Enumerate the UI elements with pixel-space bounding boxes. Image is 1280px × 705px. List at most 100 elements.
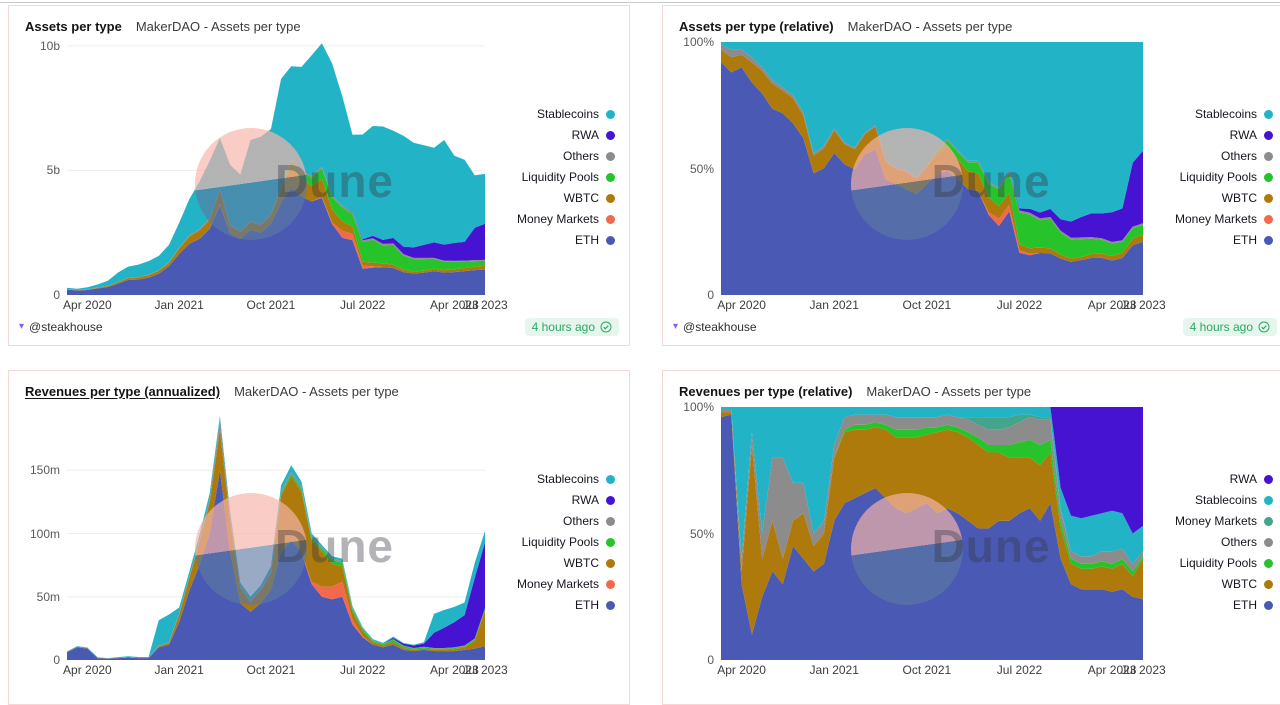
- x-axis-label: Apr 2023: [430, 663, 479, 677]
- legend-item-rwa[interactable]: RWA: [572, 129, 615, 141]
- area-series-wbtc: [721, 412, 1143, 635]
- chevron-down-icon[interactable]: ▾: [19, 321, 25, 332]
- legend-color-dot: [606, 537, 615, 547]
- legend-item-money-markets[interactable]: Money Markets: [517, 578, 615, 590]
- area-series-eth: [67, 187, 485, 295]
- legend-item-money-markets[interactable]: Money Markets: [1175, 213, 1273, 225]
- author-link[interactable]: @steakhouse: [683, 320, 757, 334]
- legend-color-dot: [1264, 516, 1273, 526]
- legend-item-others[interactable]: Others: [1221, 536, 1273, 548]
- legend-item-wbtc[interactable]: WBTC: [564, 192, 615, 204]
- legend-label: ETH: [1233, 598, 1257, 612]
- legend-item-others[interactable]: Others: [563, 515, 615, 527]
- legend-item-eth[interactable]: ETH: [575, 234, 615, 246]
- legend-color-dot: [606, 109, 615, 119]
- legend-color-dot: [1264, 193, 1273, 203]
- chart-plot-area[interactable]: Dune 0 5b 10b: [40, 39, 485, 302]
- legend-item-stablecoins[interactable]: Stablecoins: [537, 473, 615, 485]
- legend-label: Liquidity Pools: [1179, 170, 1257, 184]
- y-axis-label: 10b: [39, 38, 60, 53]
- legend-item-liquidity-pools[interactable]: Liquidity Pools: [522, 536, 615, 548]
- x-axis-label: Oct 2021: [902, 663, 952, 677]
- y-axis-label: 50%: [689, 161, 714, 176]
- area-series-rwa: [721, 407, 1143, 534]
- legend-item-money-markets[interactable]: Money Markets: [517, 213, 615, 225]
- legend-item-eth[interactable]: ETH: [1233, 599, 1273, 611]
- legend-item-eth[interactable]: ETH: [575, 599, 615, 611]
- legend-item-rwa[interactable]: RWA: [1230, 129, 1273, 141]
- y-axis-label: 0: [53, 288, 60, 302]
- legend-color-dot: [1264, 109, 1273, 119]
- legend-item-others[interactable]: Others: [1221, 150, 1273, 162]
- legend-color-dot: [606, 214, 615, 224]
- refresh-badge[interactable]: 4 hours ago: [524, 318, 619, 336]
- legend-label: RWA: [571, 128, 599, 142]
- revenues-per-type-relative-card: Revenues per type (relative) MakerDAO - …: [662, 370, 1280, 705]
- chart-title[interactable]: Assets per type: [25, 19, 122, 34]
- card-header: Revenues per type (annualized) MakerDAO …: [9, 371, 629, 399]
- chart-plot-area[interactable]: Dune 0 50% 100%: [683, 35, 1143, 302]
- legend-color-dot: [1264, 474, 1273, 484]
- legend-color-dot: [1264, 235, 1273, 245]
- legend-item-rwa[interactable]: RWA: [572, 494, 615, 506]
- legend-color-dot: [606, 151, 615, 161]
- area-series-eth: [721, 62, 1143, 295]
- y-axis-label: 0: [53, 653, 60, 667]
- legend-label: Others: [1220, 149, 1257, 163]
- legend-item-liquidity-pools[interactable]: Liquidity Pools: [1180, 557, 1273, 569]
- area-series-liquidity-pools: [721, 412, 1143, 577]
- legend-item-wbtc[interactable]: WBTC: [1222, 192, 1273, 204]
- legend-item-others[interactable]: Others: [563, 150, 615, 162]
- check-circle-icon: [1258, 321, 1270, 333]
- legend-color-dot: [606, 172, 615, 182]
- stacked-area-plot[interactable]: [67, 42, 485, 295]
- legend-item-money-markets[interactable]: Money Markets: [1175, 515, 1273, 527]
- legend-item-stablecoins[interactable]: Stablecoins: [537, 108, 615, 120]
- area-series-liquidity-pools: [67, 160, 485, 291]
- assets-per-type-card: Assets per type MakerDAO - Assets per ty…: [8, 5, 630, 346]
- chart-plot-area[interactable]: Dune 0 50% 100%: [683, 400, 1143, 667]
- stacked-area-plot[interactable]: [67, 407, 485, 660]
- revenues-per-type-annualized-card: Revenues per type (annualized) MakerDAO …: [8, 370, 630, 705]
- chart-subtitle: MakerDAO - Assets per type: [234, 384, 399, 399]
- legend-color-dot: [606, 495, 615, 505]
- area-series-others: [721, 409, 1143, 572]
- area-series-wbtc: [67, 165, 485, 291]
- y-axis-label: 5b: [46, 163, 60, 178]
- legend-label: Liquidity Pools: [1179, 556, 1257, 570]
- legend-color-dot: [1264, 558, 1273, 568]
- stacked-area-plot[interactable]: [721, 42, 1143, 295]
- author-link[interactable]: @steakhouse: [29, 320, 103, 334]
- chart-title[interactable]: Assets per type (relative): [679, 19, 834, 34]
- x-axis-label: Jul 2023: [462, 663, 508, 677]
- x-axis-label: Jul 2022: [339, 663, 386, 677]
- legend-label: ETH: [1233, 233, 1257, 247]
- legend-item-wbtc[interactable]: WBTC: [1222, 578, 1273, 590]
- x-axis-label: Apr 2023: [1087, 663, 1137, 677]
- legend-label: Stablecoins: [536, 107, 599, 121]
- legend-label: WBTC: [563, 191, 599, 205]
- chart-title[interactable]: Revenues per type (annualized): [25, 384, 221, 399]
- x-axis-label: Apr 2020: [63, 298, 112, 312]
- chart-subtitle: MakerDAO - Assets per type: [135, 19, 301, 34]
- legend-item-stablecoins[interactable]: Stablecoins: [1195, 494, 1273, 506]
- x-axis-label: Apr 2023: [430, 298, 479, 312]
- chart-title[interactable]: Revenues per type (relative): [679, 384, 853, 399]
- legend-item-stablecoins[interactable]: Stablecoins: [1195, 108, 1273, 120]
- y-axis-label: 0: [707, 288, 714, 302]
- legend-item-liquidity-pools[interactable]: Liquidity Pools: [1180, 171, 1273, 183]
- legend-item-liquidity-pools[interactable]: Liquidity Pools: [522, 171, 615, 183]
- x-axis-label: Apr 2020: [63, 663, 112, 677]
- legend-label: RWA: [571, 493, 599, 507]
- stacked-area-plot[interactable]: [721, 407, 1143, 660]
- refresh-badge[interactable]: 4 hours ago: [1182, 318, 1277, 336]
- chart-plot-area[interactable]: Dune 0 50m 100m 150m: [30, 407, 485, 667]
- legend-item-eth[interactable]: ETH: [1233, 234, 1273, 246]
- legend-label: Others: [562, 514, 599, 528]
- y-axis-label: 100%: [683, 35, 714, 49]
- chart-subtitle: MakerDAO - Assets per type: [866, 384, 1032, 399]
- legend-item-wbtc[interactable]: WBTC: [564, 557, 615, 569]
- chevron-down-icon[interactable]: ▾: [673, 321, 679, 332]
- legend-item-rwa[interactable]: RWA: [1230, 473, 1273, 485]
- refresh-time: 4 hours ago: [531, 320, 595, 334]
